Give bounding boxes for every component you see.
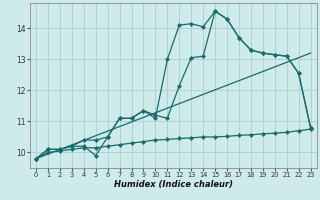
X-axis label: Humidex (Indice chaleur): Humidex (Indice chaleur) (114, 180, 233, 189)
